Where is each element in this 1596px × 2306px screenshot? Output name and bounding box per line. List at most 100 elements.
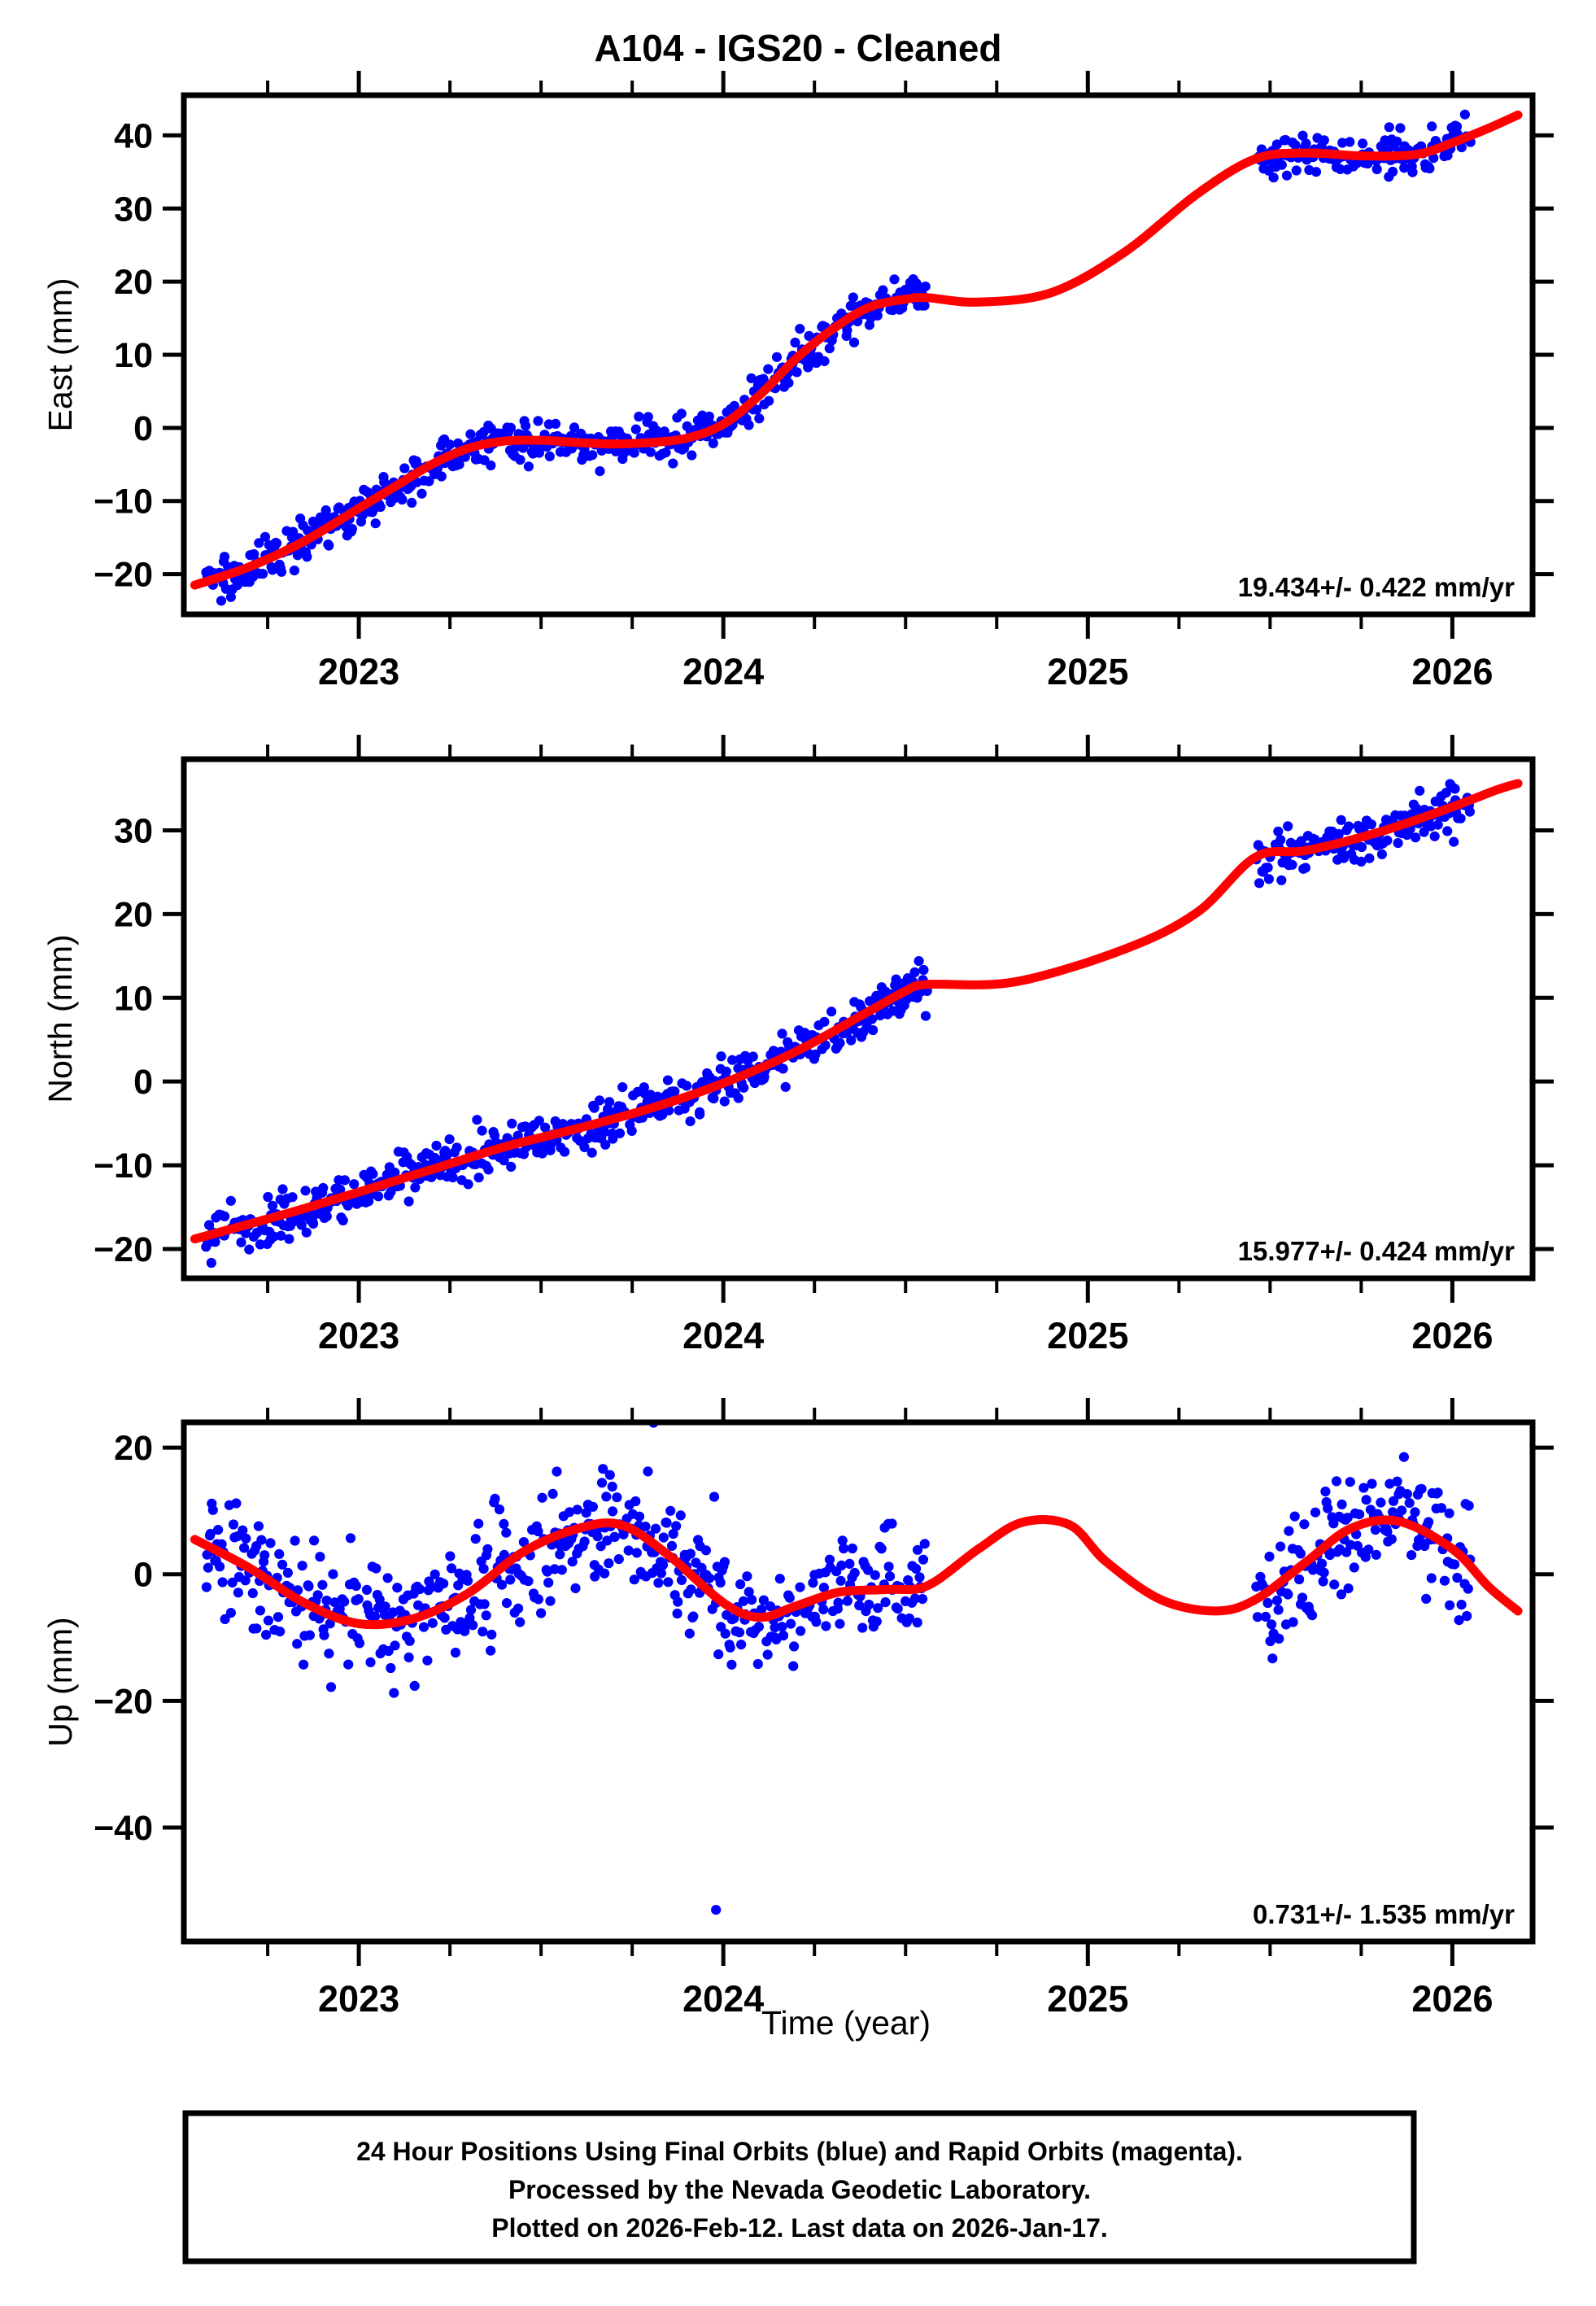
data-point [375, 502, 386, 513]
data-point [739, 1082, 749, 1093]
data-point [477, 1125, 487, 1136]
data-point [1336, 815, 1346, 825]
rate-annotation-east: 19.434+/- 0.422 mm/yr [1238, 572, 1515, 602]
data-point [665, 1505, 676, 1516]
data-point [764, 395, 774, 406]
data-point [661, 448, 671, 458]
data-point [271, 538, 282, 548]
data-point [708, 438, 718, 448]
data-point [1370, 1524, 1380, 1535]
data-point [918, 1554, 929, 1565]
data-point [676, 1574, 687, 1585]
data-point [1393, 838, 1403, 849]
data-point [241, 1533, 251, 1544]
data-point [1462, 1610, 1472, 1622]
data-point [277, 1184, 288, 1194]
data-point [687, 450, 697, 461]
data-point [920, 282, 931, 292]
data-point [1452, 1572, 1463, 1583]
data-point [1392, 1476, 1402, 1487]
data-point [1265, 1636, 1275, 1647]
data-point [788, 1661, 799, 1671]
data-point [733, 1093, 743, 1103]
data-point [1273, 1605, 1284, 1615]
data-point [1416, 1483, 1427, 1494]
data-point [791, 367, 802, 378]
data-point [564, 1507, 575, 1518]
data-point [267, 1200, 278, 1211]
data-point [380, 1601, 390, 1612]
data-point [596, 1478, 608, 1488]
data-point [808, 1578, 818, 1588]
data-point [604, 1470, 615, 1480]
data-point [1356, 856, 1367, 867]
data-point [556, 1565, 567, 1575]
data-point [308, 1218, 319, 1229]
data-point [463, 1179, 473, 1190]
data-point [1426, 1573, 1437, 1583]
x-axis-title: Time (year) [761, 2004, 931, 2042]
plot-area-east [190, 109, 1523, 606]
data-point [1336, 1589, 1346, 1600]
plot-frame-east [181, 92, 1536, 618]
data-point [251, 1227, 262, 1238]
data-point [752, 1658, 763, 1670]
data-point [920, 1011, 931, 1021]
data-point [1432, 1487, 1443, 1498]
data-point [259, 1550, 270, 1561]
data-point [598, 1464, 608, 1474]
y-tick-label-up-2: −20 [94, 1682, 153, 1721]
data-point [1395, 123, 1406, 133]
data-point [368, 1168, 378, 1179]
data-point [631, 1548, 643, 1558]
data-point [824, 1554, 835, 1565]
data-point [1449, 836, 1459, 847]
data-point [543, 1577, 554, 1588]
plot-area-up [190, 1422, 1523, 1915]
data-point [365, 1657, 376, 1667]
data-point [709, 1491, 720, 1502]
data-point [1388, 1507, 1398, 1518]
data-point [623, 1545, 634, 1556]
data-point [912, 1617, 922, 1628]
data-point [238, 1525, 248, 1535]
data-point [255, 1605, 265, 1616]
data-point [833, 1597, 844, 1608]
data-point [871, 1616, 882, 1627]
data-point [335, 1184, 346, 1194]
data-point [445, 1551, 456, 1561]
data-point [256, 1535, 267, 1545]
data-point [796, 1626, 806, 1636]
data-point [289, 566, 299, 576]
data-point [422, 1655, 433, 1666]
data-point [465, 429, 476, 439]
data-point [414, 1584, 425, 1595]
data-point [1397, 1505, 1407, 1516]
data-point [672, 1608, 682, 1619]
data-point [478, 1563, 489, 1574]
data-point [1276, 875, 1287, 885]
data-point [276, 1230, 286, 1241]
data-point [643, 1466, 653, 1477]
x-tick-label-east-3: 2026 [1411, 651, 1493, 692]
data-point [609, 1531, 620, 1542]
footer-line-1: 24 Hour Positions Using Final Orbits (bl… [356, 2137, 1243, 2166]
data-point [339, 1175, 350, 1186]
y-tick-label-east-3: 10 [114, 336, 153, 375]
data-point [863, 1565, 874, 1575]
data-point [468, 1620, 478, 1631]
data-point [259, 531, 271, 542]
data-point [1339, 853, 1350, 863]
data-point [369, 1611, 381, 1622]
x-tick-label-north-0: 2023 [318, 1315, 399, 1356]
data-point [299, 1659, 309, 1670]
y-axis-title-up: Up (mm) [41, 1617, 79, 1746]
data-point [544, 451, 555, 461]
data-point [1319, 1567, 1329, 1578]
data-point [1329, 1579, 1340, 1590]
data-point [1341, 1547, 1352, 1557]
data-point [472, 1115, 482, 1125]
data-point [656, 1568, 667, 1579]
data-point [290, 1535, 300, 1546]
